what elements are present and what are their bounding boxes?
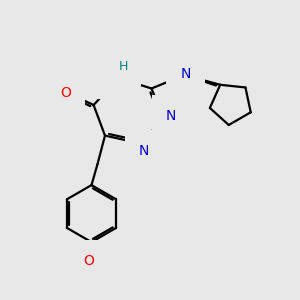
Text: O: O (83, 254, 94, 268)
Text: N: N (181, 67, 191, 80)
Text: N: N (109, 71, 119, 85)
Text: N: N (166, 109, 176, 123)
Text: H: H (119, 60, 129, 73)
Text: N: N (139, 144, 149, 158)
Text: H: H (178, 59, 188, 72)
Text: O: O (60, 86, 71, 100)
